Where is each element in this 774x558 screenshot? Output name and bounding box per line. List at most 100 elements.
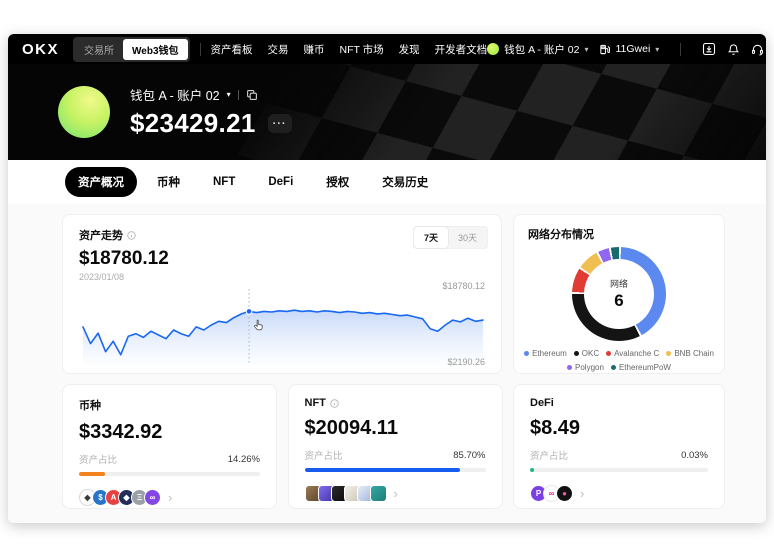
copy-address-button[interactable]	[246, 89, 258, 101]
legend-label: BNB Chain	[674, 349, 714, 358]
asset-icons-row: ›	[304, 485, 486, 502]
wallet-account-selector[interactable]: 钱包 A - 账户 02 ▾	[487, 42, 588, 57]
exchange-wallet-toggle[interactable]: 交易所 Web3钱包	[73, 36, 190, 62]
range-option[interactable]: 30天	[457, 233, 477, 243]
legend-dot-icon	[666, 351, 672, 356]
chart-max-label: $18780.12	[442, 281, 485, 291]
section-tabs: 资产概况 币种 NFT DeFi 授权 交易历史	[8, 160, 766, 204]
bell-icon	[728, 43, 740, 55]
asset-trend-chart[interactable]: $18780.12 $2190.26	[79, 281, 485, 369]
trend-current-value: $18780.12	[79, 248, 169, 269]
asset-card-value: $20094.11	[304, 417, 398, 439]
hover-point-marker	[245, 308, 253, 315]
app-window: OKX 交易所 Web3钱包 资产看板 交易 赚币 NFT 市场 发现 开发者文档 钱包 A…	[8, 34, 766, 523]
network-donut-chart[interactable]: 网络 6	[572, 247, 666, 341]
wallet-header: 钱包 A - 账户 02 ▾ $23429.21 ···	[8, 64, 766, 160]
asset-card-title-text: 币种	[79, 400, 101, 412]
more-actions-button[interactable]: ···	[267, 114, 292, 133]
support-button[interactable]	[751, 43, 764, 56]
tab-资产概况[interactable]: 资产概况	[65, 167, 137, 197]
ratio-bar-fill	[304, 468, 460, 472]
ratio-bar	[530, 468, 708, 472]
asset-trend-title: 资产走势	[79, 230, 123, 242]
chevron-right-icon[interactable]: ›	[168, 490, 173, 505]
asset-icons-row: P ∞ ● ›	[530, 485, 708, 502]
divider	[237, 89, 239, 100]
gas-price-selector[interactable]: 11Gwei ▾	[599, 43, 659, 55]
tab-授权[interactable]: 授权	[326, 177, 350, 189]
wallet-avatar	[58, 86, 110, 138]
ratio-value: 85.70%	[453, 449, 486, 461]
network-distribution-card: 网络分布情况 网络 6 Ethereum OKC Avalanche C BNB Ch…	[513, 214, 725, 374]
nav-item[interactable]: NFT 市场	[339, 43, 384, 56]
range-option[interactable]: 7天	[413, 227, 448, 248]
chevron-down-icon[interactable]: ▾	[226, 90, 231, 99]
asset-card-value: $8.49	[530, 417, 581, 439]
legend-item-ethereumpow: EthereumPoW	[610, 363, 671, 372]
nav-item[interactable]: 赚币	[303, 43, 325, 56]
nft-thumb	[369, 485, 387, 502]
network-card-title: 网络分布情况	[528, 229, 594, 241]
ratio-bar-fill	[530, 468, 535, 472]
ratio-bar	[79, 472, 260, 476]
wallet-selector-label: 钱包 A - 账户 02	[504, 43, 580, 56]
asset-card-defi: DeFi $8.49 资产占比 0.03% P ∞ ● ›	[513, 384, 725, 509]
asset-card-title-text: DeFi	[530, 397, 554, 409]
ratio-label: 资产占比	[304, 451, 343, 462]
donut-center-label: 网络	[609, 279, 628, 289]
notifications-button[interactable]	[727, 43, 740, 56]
asset-card-value: $3342.92	[79, 421, 163, 443]
legend-label: Ethereum	[532, 349, 567, 358]
nav-item[interactable]: 资产看板	[210, 43, 253, 56]
chevron-right-icon[interactable]: ›	[580, 486, 585, 501]
tab-币种[interactable]: 币种	[157, 177, 180, 189]
asset-icons-row: ◆ $ A ◆ Ξ ∞ ›	[79, 489, 260, 506]
ratio-row: 资产占比 0.03%	[530, 448, 708, 463]
ratio-bar-fill	[79, 472, 105, 476]
wallet-status-dot	[487, 43, 500, 55]
okx-logo: OKX	[22, 40, 60, 58]
topbar-divider	[199, 42, 201, 56]
topbar-divider	[680, 42, 682, 56]
legend-label: Avalanche C	[614, 349, 660, 358]
avalanche-token-icon: A	[105, 489, 122, 506]
legend-item-ethereum: Ethereum	[524, 349, 567, 358]
asset-card-title-text: NFT	[304, 397, 326, 409]
chevron-right-icon[interactable]: ›	[393, 486, 398, 501]
trend-line-svg	[82, 289, 484, 365]
nav-item[interactable]: 开发者文档	[434, 43, 488, 56]
donut-center-value: 6	[614, 291, 624, 310]
mode-option[interactable]: 交易所	[84, 45, 115, 57]
qr-download-button[interactable]	[702, 42, 716, 56]
info-icon	[330, 398, 339, 408]
headset-icon	[752, 44, 764, 55]
gas-price-label: 11Gwei	[615, 43, 651, 55]
ratio-value: 0.03%	[681, 449, 708, 461]
nav-item[interactable]: 发现	[398, 43, 420, 56]
asset-card-title: 币种	[79, 397, 260, 413]
network-legend: Ethereum OKC Avalanche C BNB Chain Polygon Et…	[524, 349, 714, 372]
chevron-down-icon: ▾	[584, 44, 589, 54]
dashboard-content: 资产走势 7天 30天 $18780.12 2023/01/08 $18780.1…	[8, 204, 766, 523]
asset-card-title: NFT	[305, 397, 486, 409]
tab-NFT[interactable]: NFT	[213, 176, 236, 188]
tab-交易历史[interactable]: 交易历史	[382, 177, 429, 189]
gas-pump-icon	[599, 44, 611, 55]
ratio-row: 资产占比 85.70%	[304, 448, 486, 463]
chevron-down-icon: ▾	[655, 44, 660, 54]
qr-download-icon	[703, 42, 716, 56]
legend-dot-icon	[524, 351, 530, 356]
copy-icon	[246, 89, 257, 100]
legend-label: OKC	[581, 349, 600, 358]
tab-DeFi[interactable]: DeFi	[268, 176, 294, 188]
asset-card-coins: 币种 $3342.92 资产占比 14.26% ◆ $ A ◆ Ξ ∞ ›	[62, 384, 277, 509]
nav-item[interactable]: 交易	[267, 43, 289, 56]
asset-card-title: DeFi	[530, 397, 708, 409]
ratio-value: 14.26%	[227, 453, 260, 465]
main-nav: 资产看板 交易 赚币 NFT 市场 发现 开发者文档	[211, 42, 488, 57]
range-toggle[interactable]: 7天 30天	[412, 226, 488, 249]
legend-item-avalanche-c: Avalanche C	[606, 349, 659, 358]
ratio-label: 资产占比	[79, 455, 118, 466]
ratio-bar	[304, 468, 486, 472]
mode-option[interactable]: Web3钱包	[123, 38, 188, 60]
